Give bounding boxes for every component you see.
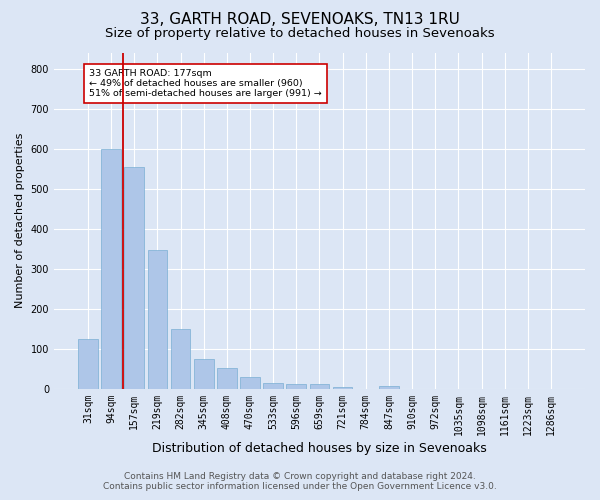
Bar bbox=[124, 166, 144, 389]
Bar bbox=[170, 329, 190, 389]
Text: 33, GARTH ROAD, SEVENOAKS, TN13 1RU: 33, GARTH ROAD, SEVENOAKS, TN13 1RU bbox=[140, 12, 460, 28]
Bar bbox=[310, 384, 329, 389]
Bar bbox=[101, 148, 121, 389]
Text: 33 GARTH ROAD: 177sqm
← 49% of detached houses are smaller (960)
51% of semi-det: 33 GARTH ROAD: 177sqm ← 49% of detached … bbox=[89, 68, 322, 98]
Text: Size of property relative to detached houses in Sevenoaks: Size of property relative to detached ho… bbox=[105, 28, 495, 40]
Bar bbox=[78, 339, 98, 389]
Bar bbox=[263, 384, 283, 389]
Bar bbox=[194, 359, 214, 389]
X-axis label: Distribution of detached houses by size in Sevenoaks: Distribution of detached houses by size … bbox=[152, 442, 487, 455]
Bar bbox=[379, 386, 399, 389]
Bar bbox=[217, 368, 236, 389]
Bar bbox=[240, 377, 260, 389]
Bar bbox=[333, 387, 352, 389]
Bar bbox=[286, 384, 306, 389]
Text: Contains HM Land Registry data © Crown copyright and database right 2024.
Contai: Contains HM Land Registry data © Crown c… bbox=[103, 472, 497, 491]
Bar bbox=[148, 250, 167, 389]
Y-axis label: Number of detached properties: Number of detached properties bbox=[15, 133, 25, 308]
